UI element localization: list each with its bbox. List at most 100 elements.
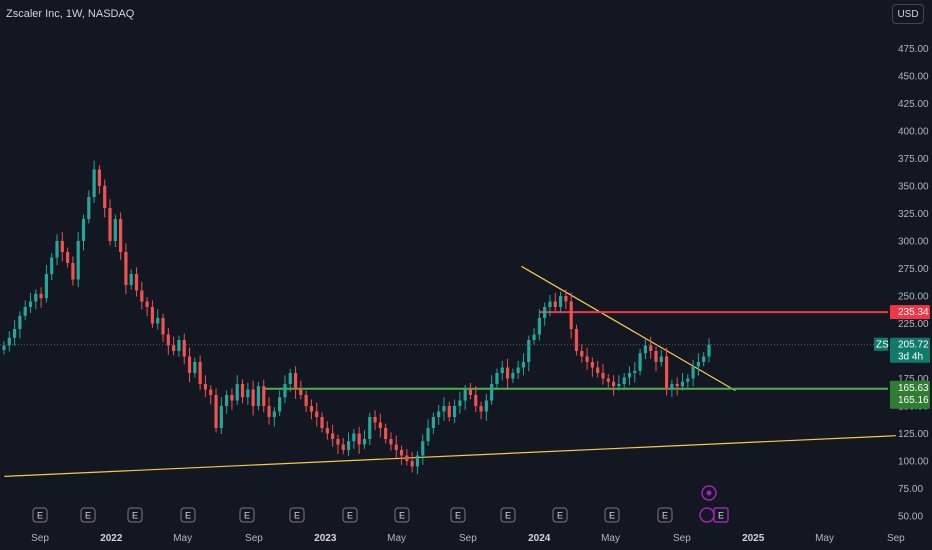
candle (336, 434, 340, 454)
y-tick-label: 350.00 (898, 182, 929, 193)
candle (23, 300, 27, 321)
candle-body (262, 386, 266, 406)
candle-body (691, 366, 695, 379)
last-price-tag-text: 3d 4h (898, 352, 923, 363)
candle (495, 368, 499, 391)
candle-body (50, 257, 54, 274)
candle (622, 373, 626, 391)
candle (2, 341, 6, 355)
candle-body (293, 373, 298, 390)
candle (166, 327, 170, 355)
candle (415, 451, 420, 475)
candle-body (28, 301, 33, 307)
candle-body (203, 384, 208, 390)
candle (140, 281, 144, 310)
candle (543, 302, 547, 326)
earnings-label: E (132, 511, 138, 521)
candle (590, 357, 594, 377)
earnings-icon (239, 507, 255, 523)
candle (585, 347, 589, 370)
candle-body (458, 400, 462, 406)
candle-body (431, 417, 435, 428)
candle-body (352, 433, 356, 442)
candle-body (452, 406, 457, 417)
earnings-icon (657, 507, 673, 523)
candle (399, 445, 404, 465)
candle (643, 338, 647, 360)
earnings-marker: E (32, 507, 48, 523)
earnings-icon (450, 507, 466, 523)
candle-body (256, 386, 261, 406)
earnings-icon (500, 507, 516, 523)
candle-body (331, 433, 335, 439)
candle-body (320, 417, 324, 428)
currency-button[interactable]: USD (892, 4, 924, 24)
candle-body (368, 417, 372, 439)
candle (219, 397, 223, 435)
horizontal-levels (0, 311, 888, 390)
candle (304, 390, 308, 413)
candle (60, 232, 64, 262)
x-tick-label: May (815, 533, 834, 544)
candle (505, 358, 510, 388)
candle-body (304, 395, 308, 406)
candle (325, 421, 329, 440)
candle-body (288, 373, 292, 384)
candle (150, 300, 155, 328)
candle (527, 335, 531, 372)
candle (145, 297, 149, 317)
candle (7, 331, 11, 352)
earnings-label: E (244, 511, 250, 521)
candle (299, 380, 303, 400)
candle-body (299, 389, 303, 395)
trendline (521, 265, 736, 392)
candle (50, 253, 54, 281)
candle (320, 412, 324, 433)
candle-body (187, 356, 192, 373)
candle-body (500, 367, 504, 373)
candle-body (548, 301, 552, 307)
candle (87, 190, 91, 224)
candle-body (124, 252, 128, 285)
candle (702, 352, 706, 367)
candle (246, 382, 250, 405)
y-tick-label: 175.00 (898, 374, 929, 385)
candle (558, 291, 563, 314)
candle (437, 404, 441, 425)
trendline (4, 435, 896, 477)
candle-body (309, 406, 314, 412)
earnings-icon (180, 507, 196, 523)
candle (368, 412, 372, 446)
candle-body (71, 263, 75, 280)
candle-body (267, 406, 271, 417)
candle (686, 374, 690, 388)
candle (113, 214, 117, 248)
chart-title: Zscaler Inc, 1W, NASDAQ (6, 8, 135, 20)
symbol-tag-text: ZS (876, 340, 889, 351)
earnings-marker: E (80, 507, 96, 523)
candle-body (182, 340, 186, 357)
candle-body (468, 389, 473, 395)
candle-body (235, 384, 239, 401)
candle-body (119, 219, 123, 252)
candle (638, 348, 642, 376)
candle (124, 243, 128, 295)
candle (373, 410, 377, 431)
earnings-label: E (505, 511, 511, 521)
candle-body (659, 356, 663, 362)
candle (452, 399, 457, 424)
last-price-tag-text: 205.72 (898, 340, 929, 351)
candle (272, 407, 276, 427)
earnings-label: E (347, 511, 353, 521)
earnings-icon (127, 507, 143, 523)
earnings-marker: E (289, 507, 305, 523)
candle (28, 292, 33, 314)
candle (357, 426, 361, 454)
candle-body (44, 274, 49, 299)
candle (405, 448, 409, 466)
x-tick-label: Sep (31, 533, 49, 544)
